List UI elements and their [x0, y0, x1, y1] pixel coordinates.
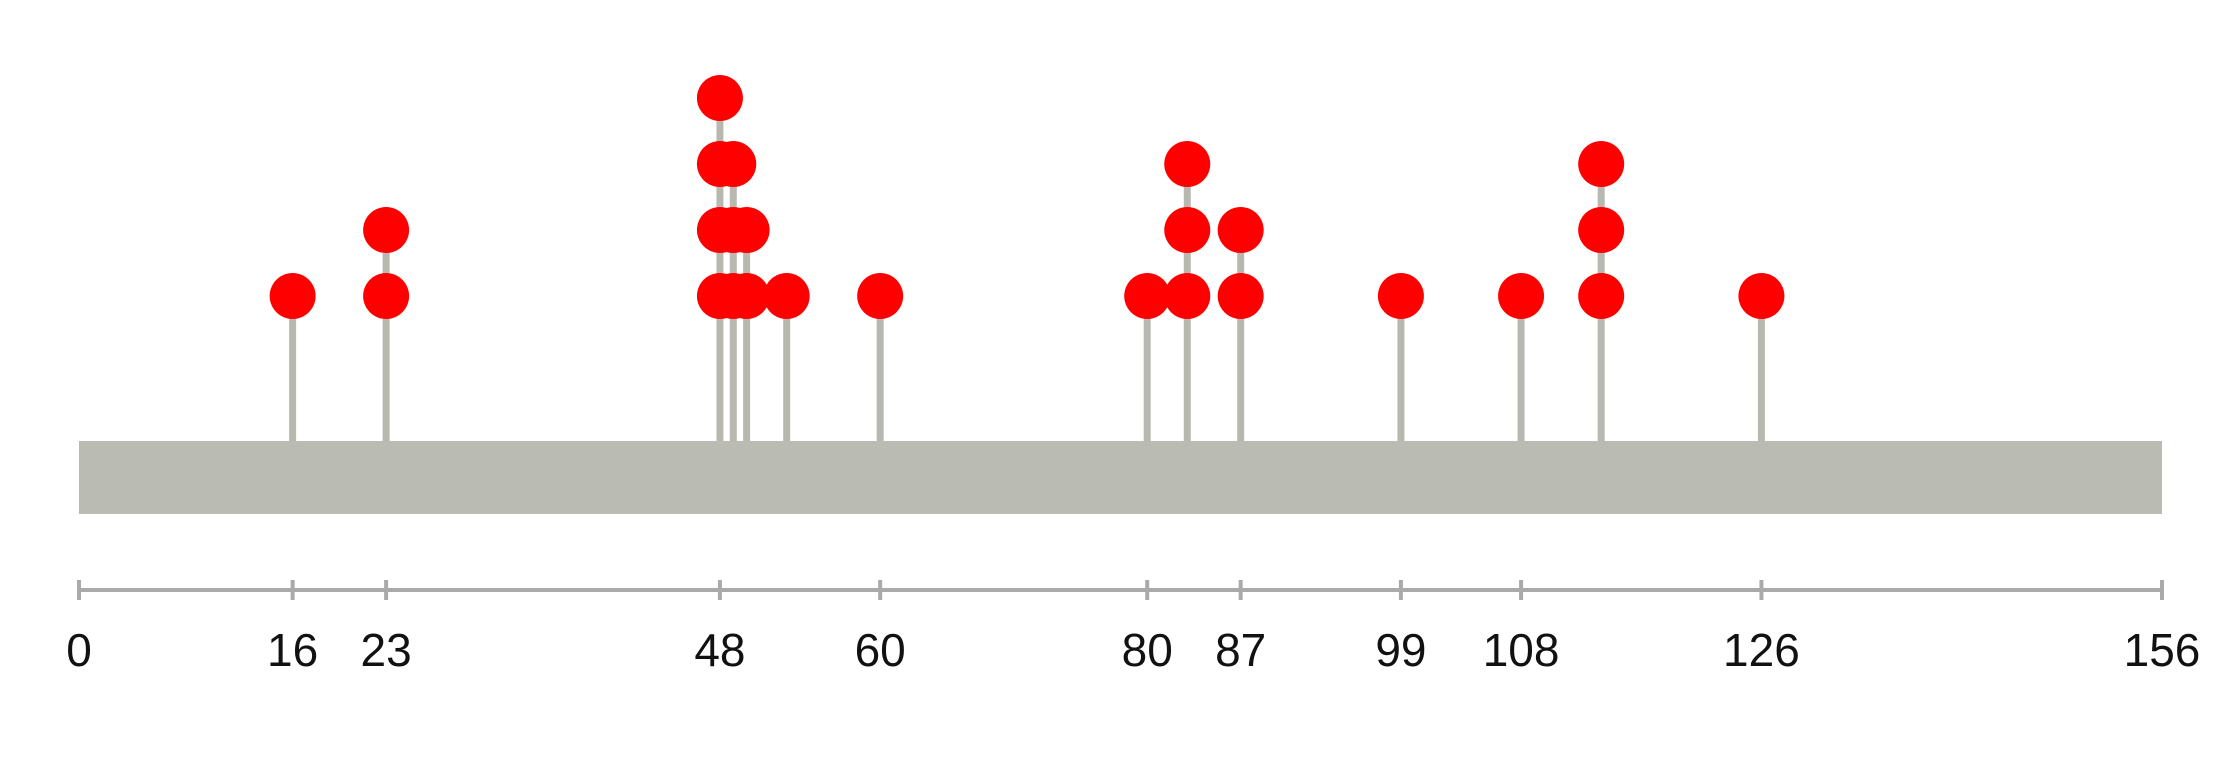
mutation-dot	[763, 273, 810, 319]
protein-domain	[79, 441, 2162, 514]
mutation-dot	[1578, 273, 1625, 319]
x-tick-label: 87	[1215, 624, 1266, 676]
mutation-dot	[1498, 273, 1545, 319]
mutation-dot	[363, 207, 410, 253]
mutation-dot	[710, 141, 757, 187]
mutation-dot	[1217, 207, 1264, 253]
mutation-dot	[1578, 207, 1625, 253]
mutation-dot	[1164, 207, 1211, 253]
mutation-dot	[1377, 273, 1424, 319]
x-tick-label: 99	[1375, 624, 1426, 676]
x-tick-label: 60	[855, 624, 906, 676]
x-tick-label: 16	[267, 624, 318, 676]
x-tick-label: 80	[1122, 624, 1173, 676]
mutation-dot	[696, 75, 743, 121]
mutation-dot	[1217, 273, 1264, 319]
mutation-dot	[363, 273, 410, 319]
mutation-dot	[1578, 141, 1625, 187]
x-tick-label: 48	[694, 624, 745, 676]
mutation-dot	[1164, 141, 1211, 187]
mutation-dot	[723, 273, 770, 319]
mutation-dot	[723, 207, 770, 253]
x-tick-label: 0	[66, 624, 92, 676]
x-tick-label: 23	[361, 624, 412, 676]
mutation-dot	[857, 273, 904, 319]
x-tick-label: 126	[1723, 624, 1800, 676]
mutation-dot	[1124, 273, 1171, 319]
x-tick-label: 108	[1483, 624, 1560, 676]
mutation-dot	[1164, 273, 1211, 319]
x-tick-label: 156	[2124, 624, 2201, 676]
mutation-dot	[1738, 273, 1785, 319]
mutation-dot	[269, 273, 316, 319]
